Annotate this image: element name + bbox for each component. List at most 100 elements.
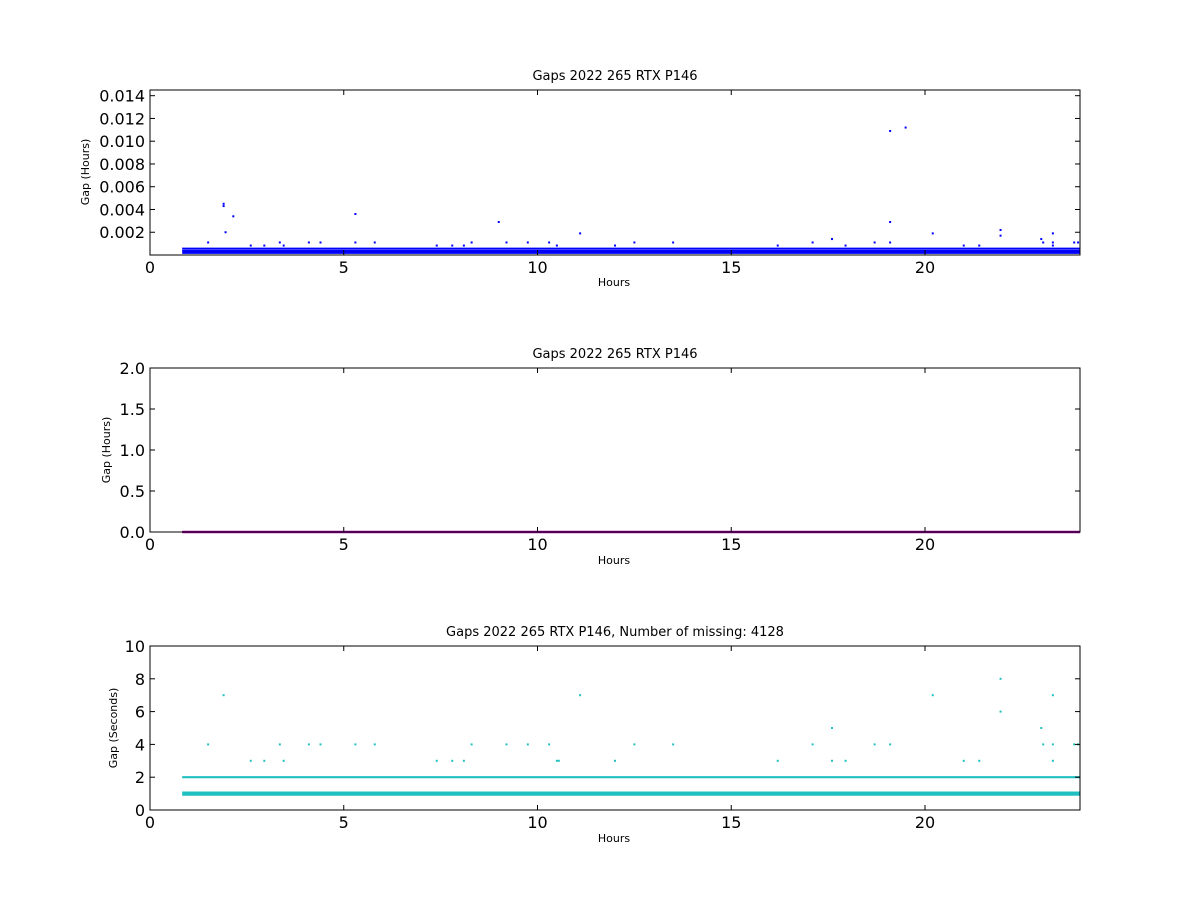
panel-top-data-point	[1051, 241, 1054, 244]
panel-top-data-point	[505, 241, 508, 244]
panel-top-data-point	[548, 241, 551, 244]
panel-top-data-point	[451, 244, 454, 247]
panel-bottom-data-point	[999, 710, 1002, 713]
panel-bottom-ytick-label: 4	[135, 735, 145, 754]
panel-bottom-data-point	[354, 743, 357, 746]
panel-bottom-data-point	[633, 743, 636, 746]
panel-top-data-point	[1073, 241, 1076, 244]
panel-top-data-point	[1051, 232, 1054, 235]
panel-bottom-ylabel: Gap (Seconds)	[107, 688, 120, 769]
panel-top-data-point	[614, 244, 616, 247]
panel-bottom-data-point	[831, 759, 833, 762]
panel-bottom-frame	[149, 645, 1081, 811]
panel-top-ytick-label: 0.010	[99, 132, 145, 151]
panel-bottom-xtick-label: 5	[339, 813, 349, 832]
panel-top-ytick-label: 0.014	[99, 87, 145, 106]
panel-bottom-data-point	[282, 759, 285, 762]
panel-top-data-point	[222, 205, 225, 208]
panel-top-title: Gaps 2022 265 RTX P146	[532, 69, 697, 84]
panel-bottom-ticks: 0 5 10 15 20 0 2 4 6 8 10	[125, 637, 1080, 832]
panel-top-data-point	[555, 244, 558, 247]
panel-top-data-point	[889, 221, 892, 223]
panel-bottom-data-point	[1051, 694, 1054, 697]
panel-bottom-xtick-label: 15	[721, 813, 741, 832]
panel-bottom: Gaps 2022 265 RTX P146, Number of missin…	[107, 625, 1081, 845]
panel-top-xtick-label: 10	[527, 258, 547, 277]
panel-top-data-point	[811, 241, 814, 244]
panel-bottom-data-point	[1051, 759, 1054, 762]
panel-top-data-point	[278, 241, 281, 244]
panel-top-ticks: 0 5 10 15 20 0.002 0.004 0.006 0.008 0.010 0.012 0.…	[99, 87, 1080, 277]
panel-top-data-point	[435, 244, 438, 247]
panel-top-xtick-label: 5	[339, 258, 349, 277]
panel-bottom-data-point	[844, 759, 847, 762]
panel-middle: Gaps 2022 265 RTX P146 0 5 10 15 20 0.0 0.5 1.0…	[100, 347, 1081, 567]
panel-top-xtick-label: 0	[145, 258, 155, 277]
panel-top-data-point	[1051, 244, 1054, 247]
panel-top-data-point	[931, 232, 934, 235]
panel-bottom-data-point	[249, 759, 252, 762]
panel-middle-ticks: 0 5 10 15 20 0.0 0.5 1.0 1.5 2.0	[120, 359, 1080, 554]
panel-top-data-point	[319, 241, 322, 244]
panel-bottom-data-point	[579, 694, 582, 697]
panel-middle-frame	[149, 367, 1081, 533]
panel-bottom-data-point	[1073, 743, 1076, 746]
panel-top-data-point	[889, 241, 892, 244]
panel-bottom-data-point	[451, 759, 454, 762]
panel-middle-ytick-label: 1.5	[120, 400, 145, 419]
panel-top-data-point	[873, 241, 876, 244]
panel-top-data-point	[831, 238, 833, 241]
panel-bottom-data-point	[1040, 727, 1043, 729]
panel-middle-ytick-label: 2.0	[120, 359, 145, 378]
panel-top-data-point	[497, 221, 500, 223]
panel-top-data-point	[222, 202, 225, 205]
panel-bottom-data-point	[505, 743, 508, 746]
panel-bottom-data-point	[776, 759, 779, 762]
panel-bottom-data-point	[373, 743, 376, 746]
panel-bottom-data-point	[319, 743, 322, 746]
panel-top-data-point	[999, 228, 1002, 231]
panel-top-xlabel: Hours	[598, 276, 630, 289]
panel-top-data-point	[232, 215, 235, 218]
panel-middle-ylabel: Gap (Hours)	[100, 417, 113, 484]
panel-top-data-point	[889, 129, 892, 132]
panel-bottom-data-point	[1051, 743, 1054, 746]
panel-bottom-data-point	[462, 759, 465, 762]
panel-middle-xtick-label: 5	[339, 535, 349, 554]
panel-bottom-data-point	[555, 759, 558, 762]
panel-middle-xtick-label: 20	[915, 535, 935, 554]
panel-top-data-point	[307, 241, 310, 244]
panel-middle-ytick-label: 0.5	[120, 482, 145, 501]
panel-middle-xtick-label: 10	[527, 535, 547, 554]
panel-top-ytick-label: 0.002	[99, 223, 145, 242]
panel-bottom-data-point	[207, 743, 210, 746]
panel-top-data-point	[249, 244, 252, 247]
panel-top-data-point	[354, 241, 357, 244]
panel-middle-ytick-label: 1.0	[120, 441, 145, 460]
panel-top-ylabel: Gap (Hours)	[79, 139, 92, 206]
panel-middle-ytick-label: 0.0	[120, 523, 145, 542]
panel-top-data-point	[962, 244, 965, 247]
panel-top-frame	[149, 89, 1081, 256]
panel-top-data-point	[999, 234, 1002, 237]
panel-bottom-data-point	[263, 759, 266, 762]
panel-top: Gaps 2022 265 RTX P146 0 5 10 15 20 0.002 0.00…	[79, 69, 1081, 289]
panel-top-xtick-label: 15	[721, 258, 741, 277]
panel-bottom-data-point	[873, 743, 876, 746]
panel-bottom-data-point	[222, 694, 225, 697]
panel-bottom-data-point	[614, 759, 616, 762]
panel-top-data-point	[844, 244, 847, 247]
panel-bottom-data-point	[672, 743, 675, 746]
panel-bottom-data-point	[811, 743, 814, 746]
panel-bottom-plot	[182, 677, 1080, 796]
panel-top-data-point	[462, 244, 465, 247]
panel-top-ytick-label: 0.006	[99, 178, 145, 197]
panel-top-data-point	[354, 213, 357, 216]
panel-top-ytick-label: 0.008	[99, 155, 145, 174]
panel-top-data-point	[1042, 241, 1045, 244]
panel-bottom-data-point	[548, 743, 551, 746]
panel-bottom-data-point	[1042, 743, 1045, 746]
panel-top-data-point	[282, 244, 285, 247]
panel-top-xtick-label: 20	[915, 258, 935, 277]
